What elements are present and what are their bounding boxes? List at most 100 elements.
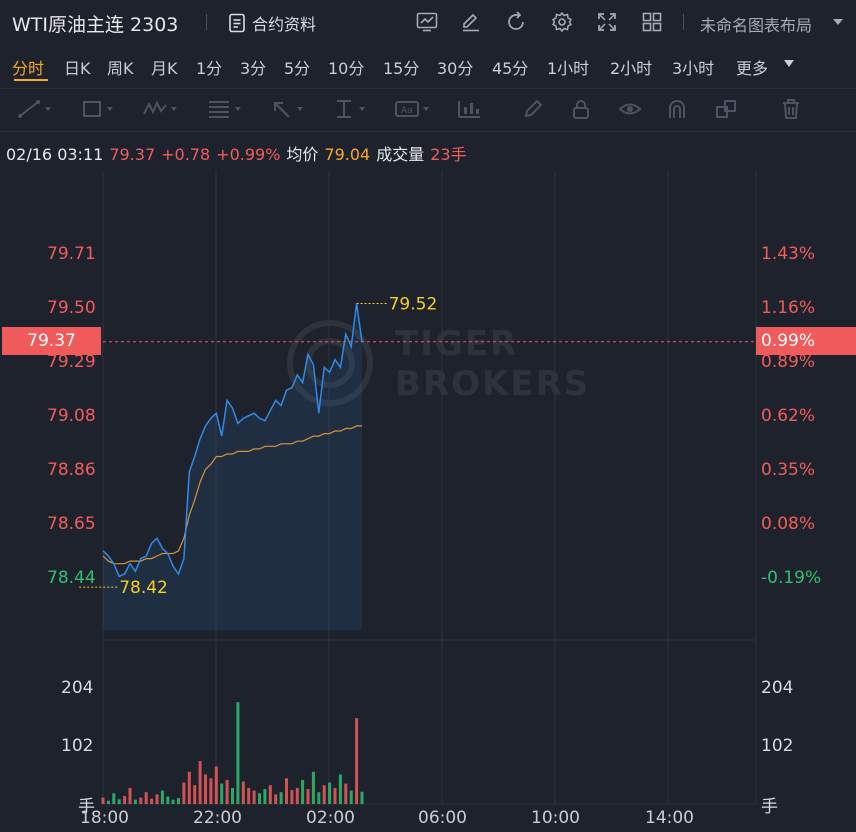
quote-change: +0.78 — [161, 145, 211, 164]
volume-bar — [349, 790, 353, 804]
volume-bar — [355, 718, 359, 804]
tab-period-45min[interactable]: 45分 — [492, 59, 529, 78]
layout-name-dropdown[interactable]: 未命名图表布局 — [700, 16, 813, 35]
fullscreen-icon[interactable] — [595, 10, 619, 34]
tab-period-month[interactable]: 月K — [151, 59, 178, 78]
pen-icon — [524, 99, 543, 118]
price-tick-label: 78.86 — [47, 460, 96, 480]
instrument-title[interactable]: WTI原油主连 2303 — [12, 14, 179, 36]
tab-period-10min[interactable]: 10分 — [328, 59, 365, 78]
text-tool[interactable]: Aa — [394, 97, 429, 121]
tab-period-5min[interactable]: 5分 — [284, 59, 311, 78]
layers-tool[interactable] — [714, 97, 738, 121]
rectangle-tool[interactable] — [80, 97, 113, 121]
volume-tick-label: 204 — [761, 678, 794, 698]
volume-tick-label: 204 — [61, 678, 94, 698]
time-tick-label: 02:00 — [306, 808, 355, 828]
price-tick-label: 79.50 — [47, 298, 96, 318]
volume-bar — [241, 781, 245, 804]
tab-period-week[interactable]: 周K — [107, 59, 134, 78]
volume-bar — [311, 771, 315, 804]
refresh-icon[interactable] — [504, 10, 528, 34]
indicator-tool[interactable] — [456, 97, 482, 121]
tab-period-timeshare[interactable]: 分时 — [12, 59, 45, 78]
volume-bar — [247, 787, 251, 804]
measure-tool[interactable] — [332, 97, 365, 121]
tab-period-more[interactable]: 更多 — [736, 59, 769, 78]
volume-bar — [317, 792, 321, 804]
tab-period-1h[interactable]: 1小时 — [547, 59, 590, 78]
time-tick-label: 14:00 — [645, 808, 694, 828]
price-tick-label: 79.29 — [47, 352, 96, 372]
price-line — [102, 303, 363, 578]
volume-bar — [155, 794, 159, 804]
settings-gear-icon[interactable] — [550, 10, 574, 34]
tab-period-2h[interactable]: 2小时 — [610, 59, 653, 78]
volume-bar — [295, 787, 299, 804]
pen-tool[interactable] — [522, 97, 544, 121]
volume-bar — [171, 799, 175, 804]
fibonacci-tool[interactable] — [206, 97, 241, 121]
lock-tool[interactable] — [570, 97, 592, 121]
tab-period-30min[interactable]: 30分 — [437, 59, 474, 78]
chevron-down-icon — [297, 107, 303, 111]
drawing-toolbar: Aa — [0, 88, 856, 132]
indicator-chart-icon[interactable] — [415, 10, 439, 34]
measure-icon — [337, 100, 351, 118]
chevron-down-icon — [359, 107, 365, 111]
arrow-tool[interactable] — [270, 97, 303, 121]
tab-period-1min[interactable]: 1分 — [196, 59, 223, 78]
volume-bar — [106, 800, 110, 804]
volume-bar — [322, 785, 326, 804]
contract-info-button[interactable]: 合约资料 — [228, 11, 316, 35]
magnet-tool[interactable] — [666, 97, 688, 121]
volume-unit-label: 手 — [78, 797, 95, 817]
layers-icon — [716, 100, 736, 118]
more-chevron-down-icon[interactable] — [784, 60, 794, 67]
volume-bar — [290, 790, 294, 804]
delete-tool[interactable] — [780, 97, 802, 121]
volume-bar — [306, 789, 310, 804]
period-tabs: 分时 日K 周K 月K 1分 3分 5分 10分 15分 30分 45分 1小时… — [0, 44, 856, 86]
tab-period-3min[interactable]: 3分 — [240, 59, 267, 78]
eye-icon — [618, 103, 642, 115]
layout-grid-icon[interactable] — [640, 10, 664, 34]
rectangle-icon — [83, 101, 101, 117]
volume-bar — [258, 793, 261, 804]
pct-tick-label: 1.16% — [761, 298, 816, 318]
time-tick-label: 18:00 — [80, 808, 129, 828]
quote-datetime: 02/16 03:11 — [6, 145, 104, 164]
contract-info-label: 合约资料 — [252, 15, 317, 34]
volume-bar — [263, 789, 267, 804]
volume-value: 23手 — [430, 145, 467, 164]
volume-bar — [144, 792, 148, 804]
pct-tick-label: 0.08% — [761, 514, 816, 534]
chevron-down-icon — [423, 107, 429, 111]
active-tab-indicator — [14, 79, 48, 81]
trendline-icon — [18, 100, 40, 118]
title-divider — [206, 14, 207, 30]
pct-tick-label: 1.43% — [761, 244, 816, 264]
price-tick-label: 79.71 — [47, 244, 96, 264]
chevron-down-icon[interactable] — [833, 19, 843, 25]
tab-period-day[interactable]: 日K — [64, 59, 91, 78]
tab-period-3h[interactable]: 3小时 — [672, 59, 715, 78]
trendline-tool[interactable] — [16, 97, 51, 121]
wave-tool[interactable] — [142, 97, 177, 121]
edit-icon[interactable] — [459, 10, 483, 34]
chevron-down-icon — [171, 107, 177, 111]
chevron-down-icon — [235, 107, 241, 111]
volume-bar — [193, 785, 197, 804]
volume-unit-label: 手 — [761, 797, 778, 817]
tab-period-15min[interactable]: 15分 — [383, 59, 420, 78]
volume-bar — [209, 778, 213, 804]
volume-label: 成交量 — [376, 145, 425, 164]
wave-pattern-icon — [143, 100, 167, 115]
volume-bar — [204, 774, 207, 804]
pct-tick-label: 0.62% — [761, 406, 816, 426]
volume-bar — [177, 798, 180, 804]
volume-bar — [279, 792, 283, 804]
visibility-tool[interactable] — [618, 97, 642, 121]
volume-bar — [328, 782, 332, 804]
